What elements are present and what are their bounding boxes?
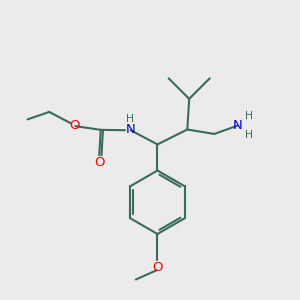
Text: N: N [233, 119, 243, 132]
Text: H: H [126, 114, 134, 124]
Text: O: O [94, 156, 104, 169]
Text: H: H [244, 130, 253, 140]
Text: O: O [70, 119, 80, 132]
Text: N: N [126, 123, 136, 136]
Text: H: H [244, 111, 253, 121]
Text: O: O [152, 261, 163, 274]
